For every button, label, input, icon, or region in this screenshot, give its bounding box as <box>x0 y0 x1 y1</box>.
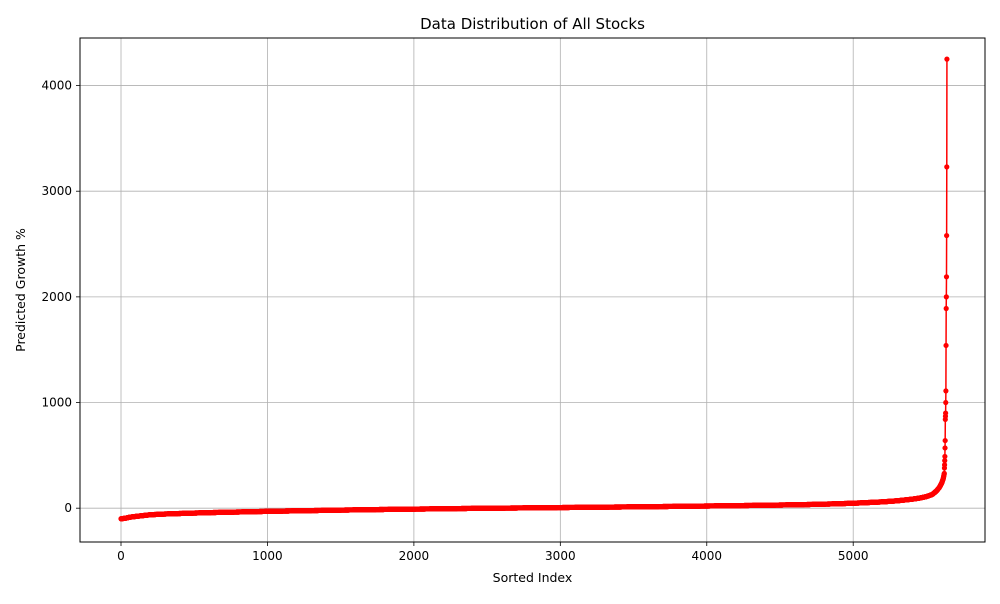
grid <box>80 38 985 542</box>
plot-data <box>118 57 949 522</box>
series-line <box>121 59 947 519</box>
